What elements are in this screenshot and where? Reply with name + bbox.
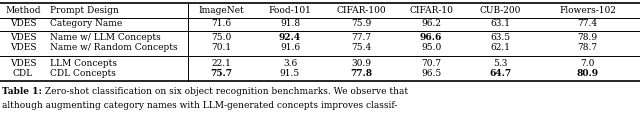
- Text: Method: Method: [5, 6, 41, 15]
- Text: 91.8: 91.8: [280, 19, 300, 28]
- Text: CIFAR-100: CIFAR-100: [336, 6, 386, 15]
- Text: CIFAR-10: CIFAR-10: [409, 6, 453, 15]
- Text: 78.9: 78.9: [577, 32, 598, 42]
- Text: Flowers-102: Flowers-102: [559, 6, 616, 15]
- Text: Table 1:: Table 1:: [2, 86, 42, 95]
- Text: 71.6: 71.6: [211, 19, 232, 28]
- Text: 70.7: 70.7: [421, 58, 441, 68]
- Text: 5.3: 5.3: [493, 58, 507, 68]
- Text: Prompt Design: Prompt Design: [50, 6, 119, 15]
- Text: CUB-200: CUB-200: [479, 6, 521, 15]
- Text: 80.9: 80.9: [577, 68, 598, 78]
- Text: 77.7: 77.7: [351, 32, 371, 42]
- Text: 63.1: 63.1: [490, 19, 510, 28]
- Text: 91.6: 91.6: [280, 42, 300, 52]
- Text: 63.5: 63.5: [490, 32, 510, 42]
- Text: VDES: VDES: [10, 42, 36, 52]
- Text: VDES: VDES: [10, 19, 36, 28]
- Text: 78.7: 78.7: [577, 42, 598, 52]
- Text: 91.5: 91.5: [280, 68, 300, 78]
- Text: 96.2: 96.2: [421, 19, 441, 28]
- Text: 95.0: 95.0: [421, 42, 441, 52]
- Text: 75.0: 75.0: [211, 32, 232, 42]
- Text: 75.7: 75.7: [211, 68, 232, 78]
- Text: 75.4: 75.4: [351, 42, 371, 52]
- Text: 70.1: 70.1: [211, 42, 232, 52]
- Text: 96.5: 96.5: [421, 68, 441, 78]
- Text: 22.1: 22.1: [212, 58, 232, 68]
- Text: 92.4: 92.4: [279, 32, 301, 42]
- Text: 62.1: 62.1: [490, 42, 510, 52]
- Text: 96.6: 96.6: [420, 32, 442, 42]
- Text: CDL: CDL: [13, 68, 33, 78]
- Text: 75.9: 75.9: [351, 19, 371, 28]
- Text: Name w/ Random Concepts: Name w/ Random Concepts: [50, 42, 178, 52]
- Text: Food-101: Food-101: [269, 6, 312, 15]
- Text: CDL Concepts: CDL Concepts: [50, 68, 116, 78]
- Text: LLM Concepts: LLM Concepts: [50, 58, 117, 68]
- Text: Zero-shot classification on six object recognition benchmarks. We observe that: Zero-shot classification on six object r…: [42, 86, 408, 95]
- Text: 7.0: 7.0: [580, 58, 595, 68]
- Text: VDES: VDES: [10, 58, 36, 68]
- Text: 64.7: 64.7: [489, 68, 511, 78]
- Text: ImageNet: ImageNet: [198, 6, 244, 15]
- Text: 77.4: 77.4: [577, 19, 598, 28]
- Text: 3.6: 3.6: [283, 58, 297, 68]
- Text: Name w/ LLM Concepts: Name w/ LLM Concepts: [50, 32, 161, 42]
- Text: although augmenting category names with LLM-generated concepts improves classif-: although augmenting category names with …: [2, 101, 397, 109]
- Text: Category Name: Category Name: [50, 19, 122, 28]
- Text: VDES: VDES: [10, 32, 36, 42]
- Text: 77.8: 77.8: [350, 68, 372, 78]
- Text: 30.9: 30.9: [351, 58, 371, 68]
